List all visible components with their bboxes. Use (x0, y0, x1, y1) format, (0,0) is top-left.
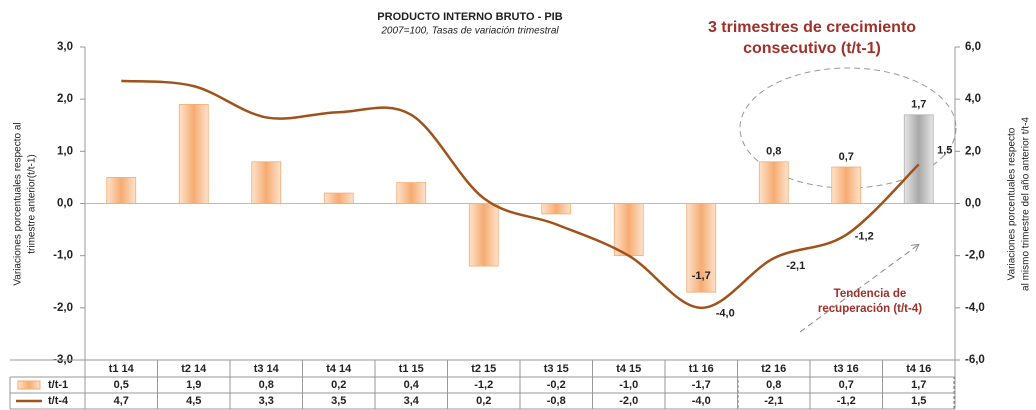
chart-title: PRODUCTO INTERNO BRUTO - PIB (377, 11, 562, 23)
line (121, 79, 920, 310)
table-cell: 1,5 (911, 395, 926, 407)
table-cell: 4,7 (114, 395, 129, 407)
y2-tick-label: -4,0 (965, 302, 985, 314)
table-cell: 0,4 (404, 379, 420, 391)
y-axis-label: trimestre anterior(t/t-1) (27, 154, 38, 253)
y2-tick-label: -2,0 (965, 250, 985, 262)
legend-label: t/t-1 (48, 379, 68, 391)
y2-axis-label: al mismo trimestre del año anterior t/t-… (1021, 117, 1032, 291)
legend-label: t/t-4 (48, 395, 69, 407)
y-tick-label: 1,0 (57, 145, 73, 157)
table-cell: 3,4 (404, 395, 420, 407)
table-cell: -1,2 (837, 395, 856, 407)
table-cell: 0,5 (114, 379, 129, 391)
y-tick-label: 0,0 (57, 198, 73, 210)
x-tick-label: t1 14 (109, 363, 135, 375)
annotation: recuperación (t/t-4) (818, 303, 922, 315)
table-cell: -1,7 (692, 379, 711, 391)
bar (106, 177, 137, 204)
table-cell: -1,0 (619, 379, 638, 391)
data-label: -4,0 (716, 308, 735, 320)
bar (468, 203, 499, 267)
x-tick-label: t4 16 (906, 363, 931, 375)
table-cell: 3,5 (331, 395, 346, 407)
bar (396, 182, 427, 204)
chart-subtitle: 2007=100, Tasas de variación trimestral (380, 26, 559, 37)
data-label: 0,8 (766, 146, 781, 158)
y-axis-label: Variaciones porcentuales respecto al (13, 122, 24, 285)
table-cell: -4,0 (692, 395, 711, 407)
bar (613, 203, 644, 257)
y-tick-label: -1,0 (53, 250, 73, 262)
y-tick-label: -2,0 (53, 302, 73, 314)
bar (903, 114, 934, 204)
table-cell: 0,8 (766, 379, 781, 391)
annotation: Tendencia de (834, 288, 907, 300)
table-cell: -1,2 (474, 379, 493, 391)
x-tick-label: t2 16 (761, 363, 786, 375)
y2-axis-label: Variaciones porcentuales respecto (1007, 127, 1018, 280)
x-tick-label: t1 16 (689, 363, 714, 375)
data-label: 1,5 (937, 144, 952, 156)
bar (831, 166, 862, 204)
x-tick-label: t4 15 (616, 363, 641, 375)
table-cell: 4,5 (186, 395, 201, 407)
table-cell: 1,7 (911, 379, 926, 391)
y2-tick-label: -6,0 (965, 354, 985, 366)
legend-swatch (17, 380, 41, 390)
table-cell: -0,8 (547, 395, 566, 407)
y2-tick-label: 6,0 (965, 41, 981, 53)
data-label: 0,7 (839, 151, 854, 163)
bar (178, 103, 209, 204)
x-tick-label: t2 14 (181, 363, 207, 375)
table-cell: -0,2 (547, 379, 566, 391)
table-cell: -2,1 (764, 395, 783, 407)
table-cell: 1,9 (186, 379, 201, 391)
table-cell: 0,2 (476, 395, 491, 407)
x-tick-label: t3 15 (544, 363, 569, 375)
bar (541, 203, 572, 215)
data-label: 1,7 (911, 99, 926, 111)
table-cell: 0,2 (331, 379, 346, 391)
bar (758, 161, 789, 204)
annotation: consecutivo (t/t-1) (743, 40, 881, 57)
y2-tick-label: 4,0 (965, 93, 981, 105)
x-tick-label: t3 16 (834, 363, 859, 375)
bar (251, 161, 282, 204)
y-tick-label: 2,0 (57, 93, 73, 105)
y2-tick-label: 0,0 (965, 198, 981, 210)
table-cell: -2,0 (619, 395, 638, 407)
trend-arrow (799, 245, 918, 333)
data-label: -1,2 (855, 231, 874, 243)
data-label: -1,7 (692, 270, 711, 282)
bar (686, 203, 717, 293)
x-tick-label: t2 15 (471, 363, 496, 375)
x-tick-label: t4 14 (326, 363, 352, 375)
annotation: 3 trimestres de crecimiento (708, 19, 916, 36)
x-tick-label: t1 15 (399, 363, 424, 375)
y-tick-label: 3,0 (57, 41, 73, 53)
table-cell: 3,3 (259, 395, 274, 407)
table-cell: 0,8 (259, 379, 274, 391)
y2-tick-label: 2,0 (965, 145, 981, 157)
bar (323, 192, 354, 204)
data-label: -2,1 (786, 260, 805, 272)
table-cell: 0,7 (839, 379, 854, 391)
x-tick-label: t3 14 (254, 363, 280, 375)
